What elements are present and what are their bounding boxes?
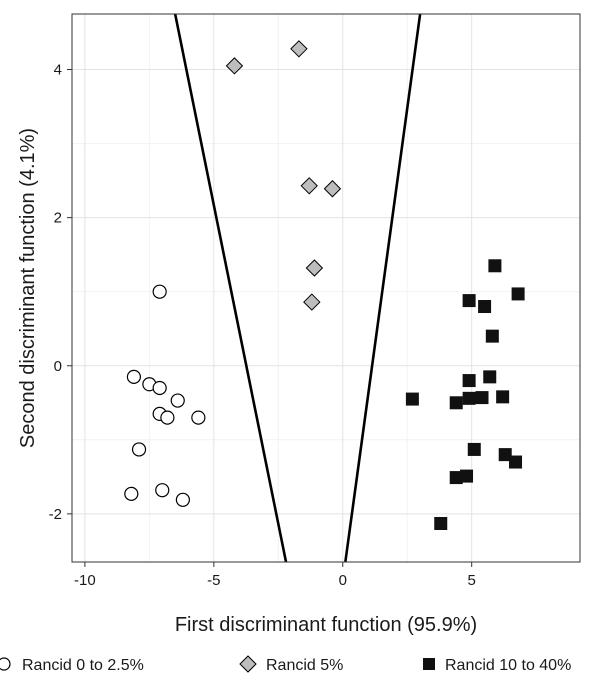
boundary-line-1	[173, 13, 288, 563]
point-square	[509, 455, 523, 469]
grid	[72, 14, 580, 562]
x-tick-label: -10	[74, 572, 96, 589]
x-axis-title: First discriminant function (95.9%)	[175, 614, 477, 636]
point-square	[488, 259, 502, 273]
y-tick-label: 2	[54, 210, 62, 227]
x-tick-label: -5	[207, 572, 220, 589]
legend-circle-icon	[0, 657, 11, 671]
point-diamond	[303, 293, 321, 311]
point-circle	[152, 284, 167, 299]
legend-label-rancid-0-2.5: Rancid 0 to 2.5%	[22, 657, 144, 674]
point-square	[449, 471, 463, 485]
point-square	[483, 370, 497, 384]
y-tick-label: 0	[54, 358, 62, 375]
legend-square-icon	[423, 658, 435, 670]
point-square	[449, 396, 463, 410]
point-square	[498, 448, 512, 462]
y-tick-label: 4	[54, 62, 62, 79]
point-circle	[152, 380, 167, 396]
legend-label-rancid-5: Rancid 5%	[266, 657, 343, 674]
point-square	[485, 329, 499, 343]
point-square	[434, 516, 448, 530]
axis-ticks: -10 -5 0 5 -2 0 2 4	[49, 62, 476, 589]
point-square	[405, 392, 419, 406]
discriminant-boundaries	[173, 13, 422, 563]
point-diamond	[225, 57, 244, 75]
plot-panel-background	[72, 14, 580, 562]
legend: Rancid 0 to 2.5% Rancid 5% Rancid 10 to …	[0, 655, 571, 674]
legend-label-rancid-10-40: Rancid 10 to 40%	[445, 657, 571, 674]
x-tick-label: 0	[339, 572, 347, 589]
point-circle	[175, 492, 190, 507]
point-square	[462, 374, 476, 388]
x-tick-label: 5	[468, 572, 476, 589]
point-square	[478, 300, 492, 314]
point-circle	[131, 442, 147, 457]
point-circle	[126, 369, 141, 384]
point-diamond	[300, 177, 318, 195]
plot-panel-border	[71, 13, 581, 563]
point-circle	[191, 410, 206, 425]
point-circle	[124, 486, 139, 501]
point-square	[475, 391, 489, 405]
point-square	[462, 294, 476, 308]
point-diamond	[305, 259, 324, 277]
legend-diamond-icon	[239, 655, 257, 673]
point-circle	[155, 483, 170, 498]
point-circle	[160, 410, 175, 425]
y-tick-label: -2	[49, 506, 62, 523]
point-square	[460, 469, 474, 483]
point-square	[511, 287, 525, 301]
point-square	[462, 391, 476, 405]
point-circle	[170, 393, 185, 408]
point-square	[496, 390, 510, 404]
point-diamond	[323, 180, 342, 198]
boundary-line-2	[344, 13, 422, 563]
point-square	[467, 442, 481, 456]
y-axis-title: Second discriminant function (4.1%)	[17, 128, 39, 448]
point-diamond	[290, 40, 308, 58]
data-points	[124, 40, 525, 530]
